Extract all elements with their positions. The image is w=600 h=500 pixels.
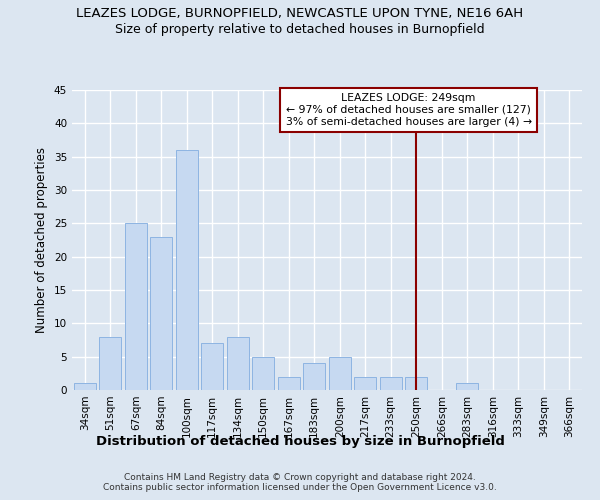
Bar bbox=[380, 376, 401, 390]
Bar bbox=[253, 356, 274, 390]
Bar bbox=[355, 376, 376, 390]
Bar bbox=[100, 336, 121, 390]
Bar bbox=[457, 384, 478, 390]
Text: LEAZES LODGE: 249sqm
← 97% of detached houses are smaller (127)
3% of semi-detac: LEAZES LODGE: 249sqm ← 97% of detached h… bbox=[286, 94, 532, 126]
Bar bbox=[125, 224, 146, 390]
Bar bbox=[151, 236, 172, 390]
Bar bbox=[176, 150, 197, 390]
Text: Contains HM Land Registry data © Crown copyright and database right 2024.
Contai: Contains HM Land Registry data © Crown c… bbox=[103, 473, 497, 492]
Bar bbox=[74, 384, 95, 390]
Bar bbox=[278, 376, 299, 390]
Bar bbox=[227, 336, 248, 390]
Bar bbox=[202, 344, 223, 390]
Y-axis label: Number of detached properties: Number of detached properties bbox=[35, 147, 49, 333]
Bar bbox=[329, 356, 350, 390]
Text: LEAZES LODGE, BURNOPFIELD, NEWCASTLE UPON TYNE, NE16 6AH: LEAZES LODGE, BURNOPFIELD, NEWCASTLE UPO… bbox=[76, 8, 524, 20]
Text: Size of property relative to detached houses in Burnopfield: Size of property relative to detached ho… bbox=[115, 22, 485, 36]
Bar bbox=[304, 364, 325, 390]
Text: Distribution of detached houses by size in Burnopfield: Distribution of detached houses by size … bbox=[95, 435, 505, 448]
Bar bbox=[406, 376, 427, 390]
